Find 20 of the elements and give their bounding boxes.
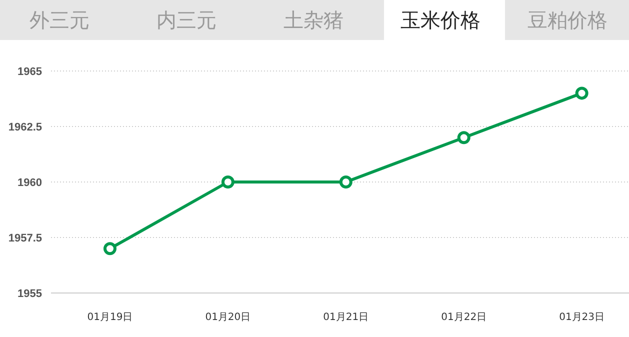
x-tick-label: 01月19日 — [87, 312, 133, 323]
y-tick-label: 1960 — [18, 177, 42, 189]
text: 豆粕价格 — [528, 8, 608, 32]
x-tick-label: 01月23日 — [559, 312, 605, 323]
text: 外三元 — [30, 8, 90, 32]
y-tick-label: 1957.5 — [8, 232, 42, 244]
point — [575, 86, 588, 100]
x-tick-label: 01月22日 — [441, 312, 487, 323]
x-tick-label: 01月21日 — [323, 312, 369, 323]
point — [457, 131, 470, 144]
y-tick-label: 1965 — [18, 66, 42, 78]
point — [103, 242, 116, 256]
y-tick-label: 1955 — [18, 288, 42, 300]
text: 土杂猪 — [284, 8, 344, 32]
point — [221, 176, 234, 188]
text: 玉米价格 — [400, 8, 480, 32]
x-tick-label: 01月20日 — [205, 312, 251, 323]
text: 内三元 — [156, 8, 216, 32]
y-tick-label: 1962.5 — [8, 122, 42, 134]
point — [339, 176, 352, 188]
